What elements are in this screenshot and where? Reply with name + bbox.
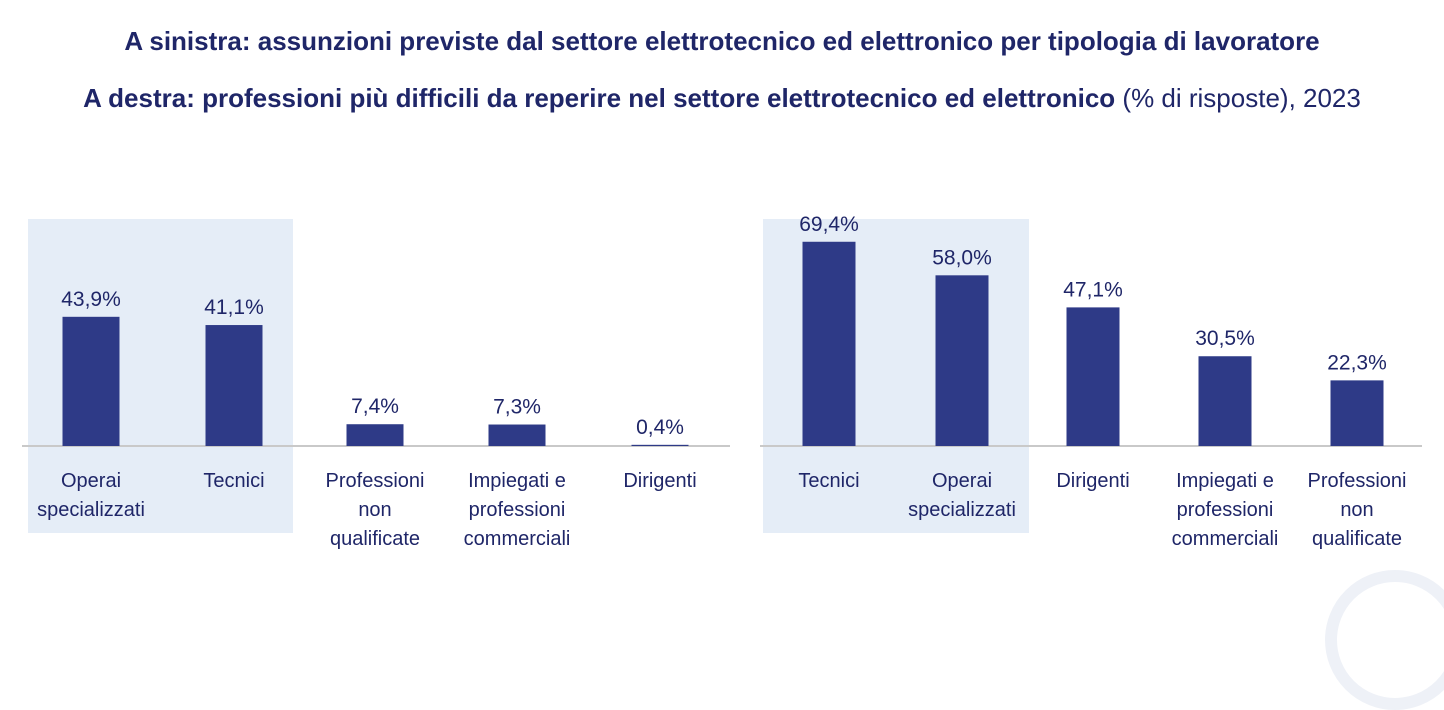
bar-0-0 — [62, 316, 120, 446]
category-label-1-4-0: Professioni — [1308, 470, 1407, 492]
value-label-0-0: 43,9% — [61, 288, 121, 311]
category-label-1-0-0: Tecnici — [798, 470, 859, 492]
category-label-1-1-0: Operai — [932, 470, 992, 492]
bar-1-0 — [802, 241, 856, 446]
category-label-0-0-1: specializzati — [37, 499, 145, 521]
category-label-1-1-1: specializzati — [908, 499, 1016, 521]
value-label-0-4: 0,4% — [636, 416, 684, 439]
decorative-circle — [1325, 570, 1444, 710]
category-label-0-3-0: Impiegati e — [468, 470, 566, 492]
category-label-0-4-0: Dirigenti — [623, 470, 696, 492]
value-label-1-2: 47,1% — [1063, 278, 1123, 301]
bar-0-4 — [631, 444, 689, 446]
value-label-1-3: 30,5% — [1195, 327, 1255, 350]
value-label-0-2: 7,4% — [351, 395, 399, 418]
left-bar-chart: 43,9% Operai specializzati 41,1% Tecnici 7,4%… — [22, 219, 730, 550]
bar-0-2 — [346, 424, 404, 446]
category-label-1-3-2: commerciali — [1172, 528, 1279, 550]
chart-title-right-bold: A destra: professioni più difficili da r… — [83, 83, 1116, 113]
value-label-1-0: 69,4% — [799, 213, 859, 236]
value-label-0-3: 7,3% — [493, 396, 541, 419]
category-label-1-3-0: Impiegati e — [1176, 470, 1274, 492]
value-label-1-1: 58,0% — [932, 246, 992, 269]
right-bar-chart: 69,4% Tecnici 58,0% Operai specializzati 47,1… — [760, 213, 1422, 550]
category-label-0-3-1: professioni — [469, 499, 566, 521]
category-label-0-2-1: non — [358, 499, 391, 521]
bar-1-4 — [1330, 380, 1384, 446]
value-label-1-4: 22,3% — [1327, 351, 1387, 374]
category-label-0-2-2: qualificate — [330, 528, 420, 550]
chart-title-left: A sinistra: assunzioni previste dal sett… — [124, 26, 1320, 56]
chart-title-right: A destra: professioni più difficili da r… — [0, 83, 1444, 114]
category-label-0-3-2: commerciali — [464, 528, 571, 550]
category-label-0-0-0: Operai — [61, 470, 121, 492]
chart-title-right-subtitle: (% di risposte), 2023 — [1115, 83, 1361, 113]
bar-1-1 — [935, 275, 989, 446]
bar-1-2 — [1066, 307, 1120, 446]
category-label-1-4-1: non — [1340, 499, 1373, 521]
category-label-1-4-2: qualificate — [1312, 528, 1402, 550]
category-label-1-3-1: professioni — [1177, 499, 1274, 521]
category-label-0-2-0: Professioni — [326, 470, 425, 492]
value-label-0-1: 41,1% — [204, 296, 264, 319]
bar-0-1 — [205, 325, 263, 446]
category-label-1-2-0: Dirigenti — [1056, 470, 1129, 492]
bar-0-3 — [488, 424, 546, 446]
category-label-0-1-0: Tecnici — [203, 470, 264, 492]
bar-1-3 — [1198, 356, 1252, 446]
